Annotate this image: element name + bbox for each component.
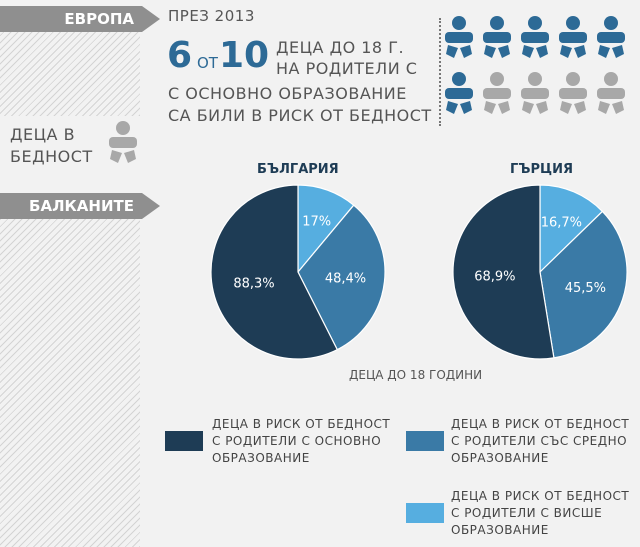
legend-secondary-line-3: ОБРАЗОВАНИЕ — [451, 451, 549, 465]
legend-text-secondary: ДЕЦА В РИСК ОТ БЕДНОСТ С РОДИТЕЛИ СЪС СР… — [451, 416, 629, 467]
legend-swatch-secondary — [406, 431, 444, 451]
legend-higher-line-3: ОБРАЗОВАНИЕ — [451, 523, 549, 537]
slice-secondary — [297, 204, 386, 351]
chart-title-greece: ГЪРЦИЯ — [510, 162, 573, 177]
legend-secondary-line-1: ДЕЦА В РИСК ОТ БЕДНОСТ — [451, 417, 630, 431]
pie-chart-bulgaria: 17% 48,4% 88,3% — [210, 184, 386, 360]
slice-basic — [452, 184, 555, 360]
headline-line-4: СА БИЛИ В РИСК ОТ БЕДНОСТ — [168, 106, 432, 125]
chart-title-bulgaria: БЪЛГАРИЯ — [257, 162, 339, 177]
side-label-line-1: ДЕЦА В — [10, 125, 76, 144]
baby-icon — [597, 72, 625, 114]
dotted-divider — [439, 18, 441, 126]
baby-icon — [559, 72, 587, 114]
big-number-six: 6 — [167, 35, 193, 76]
europe-tag: ЕВРОПА — [0, 6, 160, 32]
legend-text-higher: ДЕЦА В РИСК ОТ БЕДНОСТ С РОДИТЕЛИ С ВИСШ… — [451, 488, 629, 539]
charts-caption: ДЕЦА ДО 18 ГОДИНИ — [349, 368, 483, 382]
baby-icon — [483, 16, 511, 58]
legend-text-basic: ДЕЦА В РИСК ОТ БЕДНОСТ С РОДИТЕЛИ С ОСНО… — [212, 416, 390, 467]
baby-icon-grid — [445, 16, 625, 114]
legend-higher-line-2: С РОДИТЕЛИ С ВИСШЕ — [451, 506, 603, 520]
legend-secondary-line-2: С РОДИТЕЛИ СЪС СРЕДНО — [451, 434, 628, 448]
slice-secondary — [539, 210, 628, 359]
baby-icon — [521, 72, 549, 114]
legend-higher-line-1: ДЕЦА В РИСК ОТ БЕДНОСТ — [451, 489, 630, 503]
legend-swatch-higher — [406, 503, 444, 523]
slice-higher-label: 17% — [302, 215, 331, 230]
baby-icon — [445, 16, 473, 58]
hatch-strip-bottom — [0, 219, 140, 547]
hatch-strip-top — [0, 28, 140, 116]
baby-icon — [483, 72, 511, 114]
legend-basic-line-1: ДЕЦА В РИСК ОТ БЕДНОСТ — [212, 417, 391, 431]
slice-basic-label: 88,3% — [233, 277, 274, 292]
slice-higher-label: 16,7% — [541, 216, 582, 231]
slice-higher — [539, 184, 604, 274]
year-text: ПРЕЗ 2013 — [168, 7, 255, 25]
pie-chart-greece: 16,7% 45,5% 68,9% — [452, 184, 628, 360]
baby-icon — [109, 121, 137, 163]
from-text: ОТ — [197, 54, 218, 72]
slice-basic — [210, 184, 339, 360]
legend-swatch-basic — [165, 431, 203, 451]
baby-icon — [445, 72, 473, 114]
legend-basic-line-2: С РОДИТЕЛИ С ОСНОВНО — [212, 434, 382, 448]
side-label-line-2: БЕДНОСТ — [10, 147, 93, 166]
legend-basic-line-3: ОБРАЗОВАНИЕ — [212, 451, 310, 465]
baby-icon — [559, 16, 587, 58]
headline-line-3: С ОСНОВНО ОБРАЗОВАНИЕ — [168, 84, 407, 103]
headline-line-2: НА РОДИТЕЛИ С — [276, 59, 418, 78]
baby-icon — [521, 16, 549, 58]
slice-secondary-label: 48,4% — [325, 271, 366, 286]
headline-line-1: ДЕЦА ДО 18 Г. — [276, 38, 405, 57]
balkans-tag: БАЛКАНИТЕ — [0, 193, 160, 219]
big-number-ten: 10 — [219, 35, 270, 76]
slice-basic-label: 68,9% — [474, 270, 515, 285]
slice-secondary-label: 45,5% — [565, 281, 606, 296]
baby-icon — [597, 16, 625, 58]
